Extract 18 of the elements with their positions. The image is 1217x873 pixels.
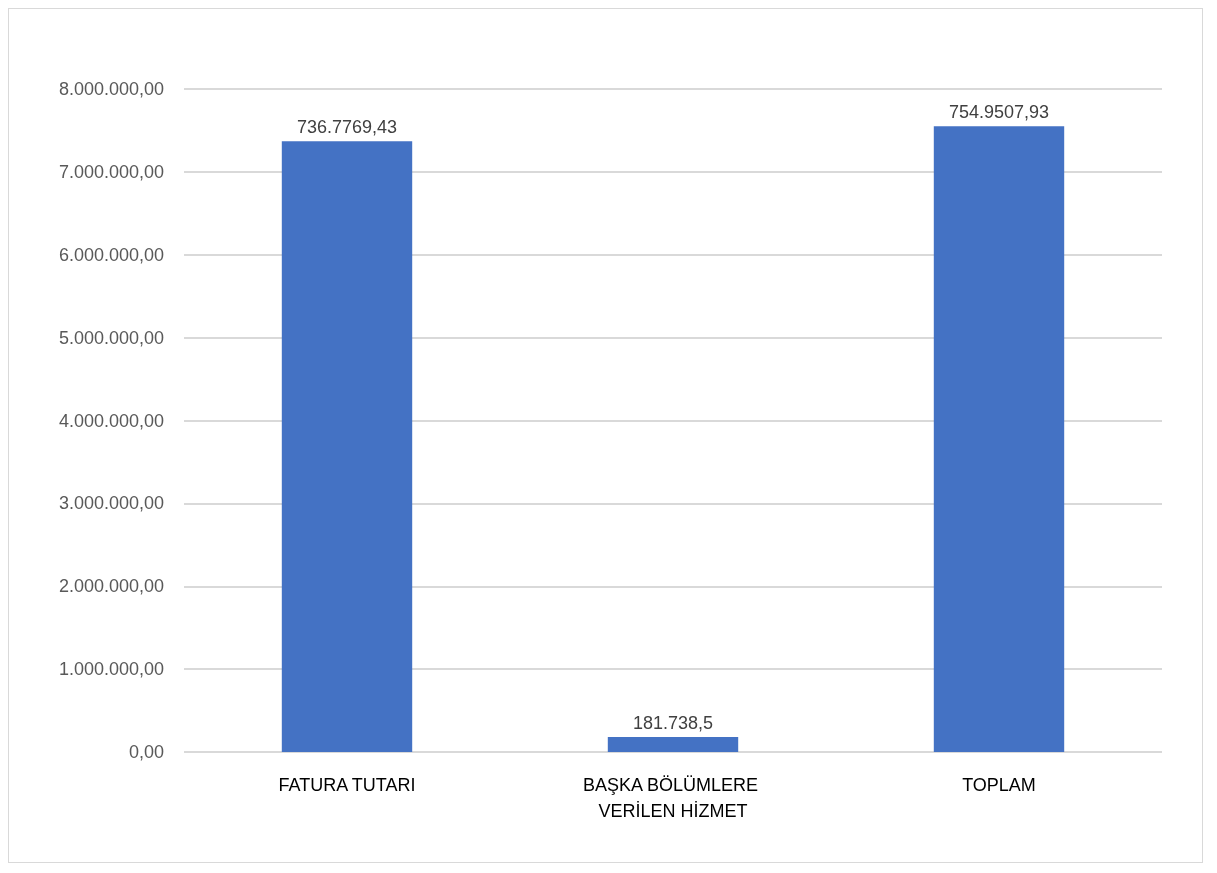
y-tick-label: 6.000.000,00	[58, 244, 164, 265]
y-tick-label: 7.000.000,00	[58, 161, 164, 182]
data-label: 754.9507,93	[948, 102, 1050, 123]
y-tick-label: 2.000.000,00	[58, 576, 164, 597]
x-tick-label: BAŞKA BÖLÜMLERE VERİLEN HİZMET	[582, 775, 764, 821]
x-tick-label: FATURA TUTARI	[278, 775, 416, 795]
bar	[933, 126, 1065, 752]
y-tick-label: 8.000.000,00	[58, 79, 164, 99]
y-tick-label: 3.000.000,00	[58, 493, 164, 514]
y-tick-label: 5.000.000,00	[58, 327, 164, 348]
bar	[607, 736, 739, 752]
x-tick-label: TOPLAM	[962, 775, 1036, 795]
y-tick-label: 0,00	[128, 742, 164, 762]
data-label: 736.7769,43	[296, 117, 398, 138]
y-tick-label: 4.000.000,00	[58, 410, 164, 431]
bar	[281, 141, 413, 752]
data-label: 181.738,5	[632, 712, 714, 733]
y-tick-label: 1.000.000,00	[58, 659, 164, 680]
